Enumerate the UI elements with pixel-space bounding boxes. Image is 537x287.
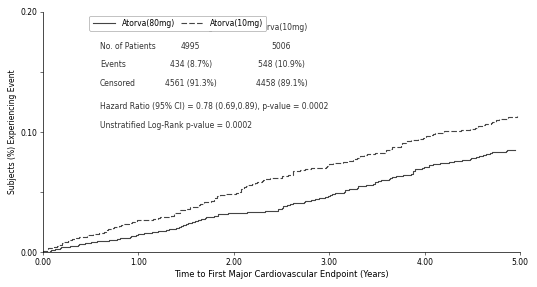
Atorva(80mg) <box>39 251 46 254</box>
Text: 4995: 4995 <box>181 42 200 51</box>
Text: Events: Events <box>100 60 126 69</box>
Atorva(10mg) <box>513 115 520 118</box>
Atorva(10mg) <box>478 124 484 128</box>
Atorva(10mg) <box>39 251 46 254</box>
Text: 4458 (89.1%): 4458 (89.1%) <box>256 79 307 88</box>
Y-axis label: Subjects (%) Experiencing Event: Subjects (%) Experiencing Event <box>9 70 17 194</box>
Text: Atorva(80mg): Atorva(80mg) <box>164 23 217 32</box>
Text: Atorva(10mg): Atorva(10mg) <box>255 23 308 32</box>
Text: Hazard Ratio (95% CI) = 0.78 (0.69,0.89), p-value = 0.0002: Hazard Ratio (95% CI) = 0.78 (0.69,0.89)… <box>100 102 328 111</box>
X-axis label: Time to First Major Cardiovascular Endpoint (Years): Time to First Major Cardiovascular Endpo… <box>174 270 389 279</box>
Atorva(80mg) <box>215 213 221 217</box>
Atorva(10mg) <box>222 192 229 196</box>
Atorva(10mg) <box>362 153 368 156</box>
Text: 4561 (91.3%): 4561 (91.3%) <box>165 79 216 88</box>
Atorva(10mg) <box>243 185 250 188</box>
Atorva(80mg) <box>239 211 245 214</box>
Atorva(80mg) <box>512 148 519 152</box>
Text: No. of Patients: No. of Patients <box>100 42 156 51</box>
Atorva(10mg) <box>412 138 418 141</box>
Atorva(80mg) <box>446 161 452 164</box>
Legend: Atorva(80mg), Atorva(10mg): Atorva(80mg), Atorva(10mg) <box>90 16 266 31</box>
Atorva(80mg) <box>480 153 486 156</box>
Line: Atorva(80mg): Atorva(80mg) <box>42 150 516 252</box>
Line: Atorva(10mg): Atorva(10mg) <box>42 117 517 252</box>
Text: Unstratified Log-Rank p-value = 0.0002: Unstratified Log-Rank p-value = 0.0002 <box>100 121 252 130</box>
Text: 5006: 5006 <box>272 42 291 51</box>
Atorva(80mg) <box>366 183 373 186</box>
Text: 434 (8.7%): 434 (8.7%) <box>170 60 212 69</box>
Atorva(10mg) <box>436 131 442 135</box>
Text: 548 (10.9%): 548 (10.9%) <box>258 60 305 69</box>
Atorva(80mg) <box>419 166 426 169</box>
Text: Censored: Censored <box>100 79 136 88</box>
